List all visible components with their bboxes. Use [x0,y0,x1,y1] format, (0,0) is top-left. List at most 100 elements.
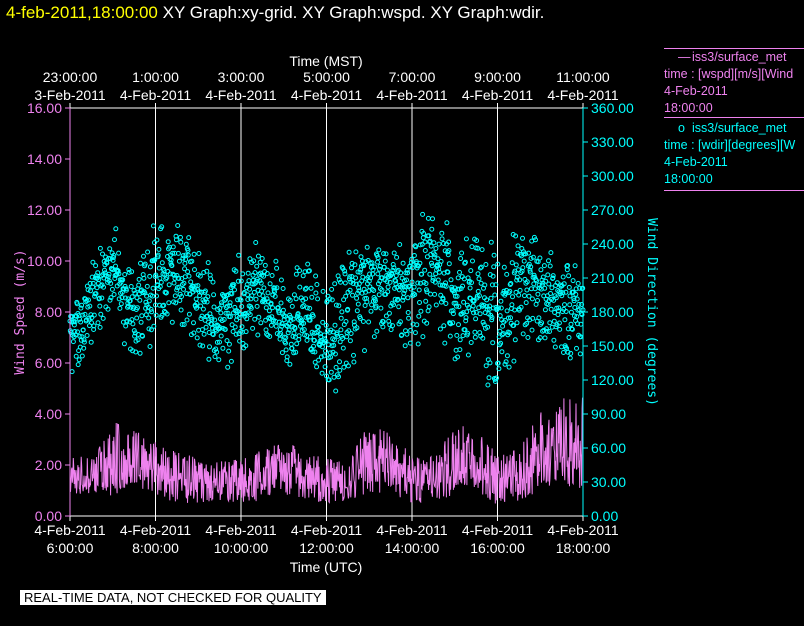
wdir-point [93,291,99,297]
wdir-point [490,340,496,346]
wdir-point [454,293,460,299]
wdir-point [505,315,511,321]
wdir-point [432,291,438,297]
wdir-point [200,306,206,312]
wdir-point [520,235,525,241]
wdir-point [260,293,266,299]
wdir-point [294,265,300,271]
wdir-point [280,286,286,291]
wdir-point [552,310,558,315]
wdir-point [265,290,271,296]
wdir-point [159,260,165,266]
wdir-point [466,305,472,310]
wdir-point [283,335,289,341]
wdir-point [378,286,383,292]
wdir-point [120,277,126,283]
wdir-point [320,319,326,325]
wdir-point [501,264,507,270]
wdir-point [235,278,241,284]
wdir-point [186,311,192,317]
wdir-point [386,310,392,316]
wdir-point [496,305,501,311]
wdir-point [304,337,310,343]
wdir-point [574,296,580,302]
right-tick-label: 300.00 [591,168,634,184]
wdir-point [441,323,447,329]
wdir-point [170,244,176,250]
wdir-point [472,329,478,335]
top-tick-label-time: 7:00:00 [389,69,436,85]
wdir-point [267,334,273,339]
wdir-point [560,290,566,296]
wdir-point [405,270,411,276]
wdir-point [563,344,569,350]
wdir-point [129,269,135,275]
wdir-point [548,306,554,312]
wdir-point [503,291,509,296]
wdir-point [278,331,284,336]
top-tick-label-time: 23:00:00 [43,69,98,85]
wdir-point [468,340,474,345]
wdir-point [429,260,434,266]
wdir-point [511,358,517,364]
wdir-point [310,349,316,355]
wdir-point [312,349,318,355]
wdir-point [140,333,145,339]
wdir-point [471,297,477,303]
wdir-point [469,280,474,286]
bottom-tick-label-date: 4-Feb-2011 [462,522,534,538]
wdir-point [258,280,264,286]
wdir-point [134,305,140,311]
wdir-point [368,275,374,281]
wdir-point [391,265,397,271]
wdir-point [154,237,160,243]
wdir-point [550,275,556,281]
right-tick-label: 270.00 [591,202,634,218]
wdir-point [71,322,77,328]
wdir-point [546,258,551,264]
wdir-point [341,364,347,370]
wdir-point [237,311,243,317]
wdir-point [445,269,451,275]
wdir-point [336,374,341,380]
wdir-point [551,318,557,324]
wdir-point [361,263,367,269]
wdir-point [236,315,242,320]
wdir-point [119,295,125,301]
wdir-point [537,255,543,261]
wdir-point [254,263,260,269]
wdir-point [538,267,544,273]
wdir-point [560,274,566,280]
wdir-point [472,334,478,340]
wdir-point [384,267,390,273]
wdir-point [138,260,143,266]
wdir-point [384,279,390,284]
wdir-point [252,316,258,322]
wdir-point [227,303,233,309]
wdir-point [188,279,194,285]
wdir-point [549,285,555,291]
wdir-point [192,267,197,273]
wdir-point [81,339,87,345]
wdir-point [387,322,393,328]
wdir-point [375,259,380,265]
wdir-point [243,329,249,335]
wdir-point [182,260,188,266]
wdir-point [440,296,446,302]
wdir-point [345,363,351,369]
wdir-point [214,349,220,355]
top-tick-label-time: 5:00:00 [303,69,350,85]
wdir-point [251,258,257,264]
wdir-point [510,294,515,300]
bottom-axis-title: Time (UTC) [290,559,363,575]
wdir-point [542,285,548,291]
legend-wspd-line-icon: — [678,50,691,64]
wdir-point [474,293,480,299]
wdir-point [342,280,348,286]
wdir-point [514,320,520,326]
wdir-point [233,268,239,274]
wdir-point [529,327,535,333]
wdir-point [258,320,264,326]
wdir-point [536,315,542,321]
wdir-point [563,309,569,314]
